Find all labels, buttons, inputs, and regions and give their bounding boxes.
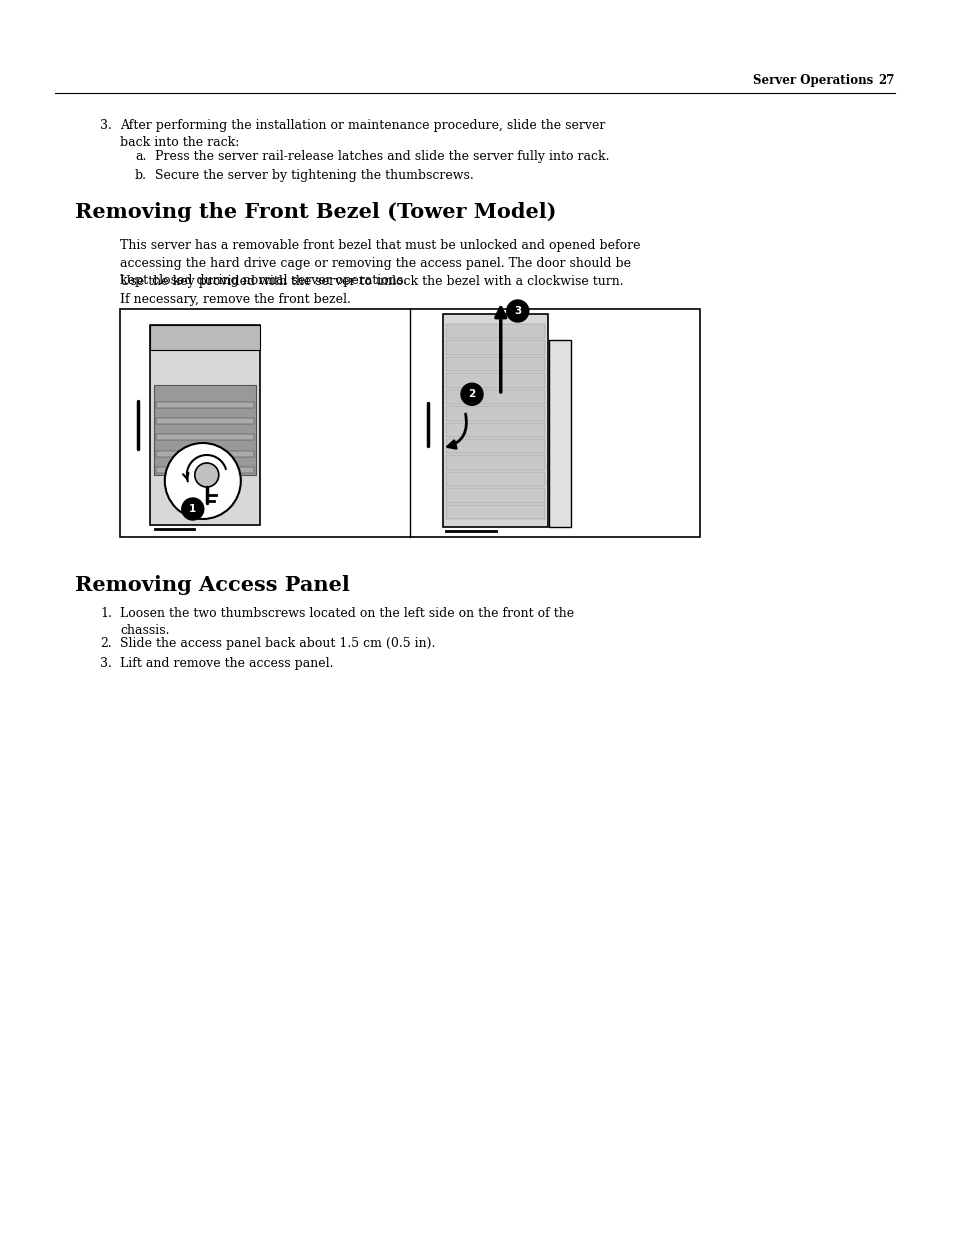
Text: 2: 2 xyxy=(468,389,476,399)
Bar xyxy=(156,401,253,408)
Text: Press the server rail-release latches and slide the server fully into rack.: Press the server rail-release latches an… xyxy=(154,149,609,163)
Bar xyxy=(156,435,253,440)
Text: 3: 3 xyxy=(514,306,521,316)
Text: Lift and remove the access panel.: Lift and remove the access panel. xyxy=(120,657,334,671)
Bar xyxy=(120,309,700,537)
Text: 1: 1 xyxy=(189,504,196,514)
Circle shape xyxy=(194,463,218,487)
Text: accessing the hard drive cage or removing the access panel. The door should be: accessing the hard drive cage or removin… xyxy=(120,257,630,269)
FancyBboxPatch shape xyxy=(150,325,260,525)
Text: b.: b. xyxy=(135,169,147,182)
Circle shape xyxy=(506,300,528,322)
Bar xyxy=(446,341,544,354)
Bar xyxy=(548,340,571,527)
Bar xyxy=(446,324,544,338)
Text: back into the rack:: back into the rack: xyxy=(120,137,239,149)
Text: Removing Access Panel: Removing Access Panel xyxy=(75,576,350,595)
Text: After performing the installation or maintenance procedure, slide the server: After performing the installation or mai… xyxy=(120,119,605,132)
Text: 3.: 3. xyxy=(100,119,112,132)
Bar xyxy=(446,373,544,388)
Bar xyxy=(442,314,547,527)
Bar xyxy=(153,385,255,475)
Bar xyxy=(446,406,544,420)
Bar xyxy=(156,467,253,473)
Bar xyxy=(446,422,544,437)
Bar xyxy=(446,390,544,404)
Text: Server Operations: Server Operations xyxy=(752,74,872,86)
Text: Slide the access panel back about 1.5 cm (0.5 in).: Slide the access panel back about 1.5 cm… xyxy=(120,637,435,650)
Text: Secure the server by tightening the thumbscrews.: Secure the server by tightening the thum… xyxy=(154,169,474,182)
Text: a.: a. xyxy=(135,149,147,163)
Bar xyxy=(446,357,544,372)
Bar xyxy=(446,456,544,469)
Circle shape xyxy=(460,383,482,405)
Bar xyxy=(150,325,260,350)
Text: Removing the Front Bezel (Tower Model): Removing the Front Bezel (Tower Model) xyxy=(75,203,556,222)
Text: Use the key provided with the server to unlock the bezel with a clockwise turn.: Use the key provided with the server to … xyxy=(120,275,623,288)
Bar xyxy=(446,505,544,519)
Text: If necessary, remove the front bezel.: If necessary, remove the front bezel. xyxy=(120,293,351,306)
Text: 1.: 1. xyxy=(100,606,112,620)
Circle shape xyxy=(165,443,240,519)
Text: 2.: 2. xyxy=(100,637,112,650)
Text: 27: 27 xyxy=(878,74,894,86)
Circle shape xyxy=(182,498,204,520)
Bar xyxy=(446,472,544,487)
Text: Loosen the two thumbscrews located on the left side on the front of the: Loosen the two thumbscrews located on th… xyxy=(120,606,574,620)
Bar xyxy=(156,451,253,457)
Bar xyxy=(446,488,544,503)
Bar xyxy=(446,438,544,453)
Text: kept closed during normal server operations.: kept closed during normal server operati… xyxy=(120,274,407,287)
Text: 3.: 3. xyxy=(100,657,112,671)
Text: This server has a removable front bezel that must be unlocked and opened before: This server has a removable front bezel … xyxy=(120,240,639,252)
Bar xyxy=(156,417,253,424)
Text: chassis.: chassis. xyxy=(120,625,170,637)
